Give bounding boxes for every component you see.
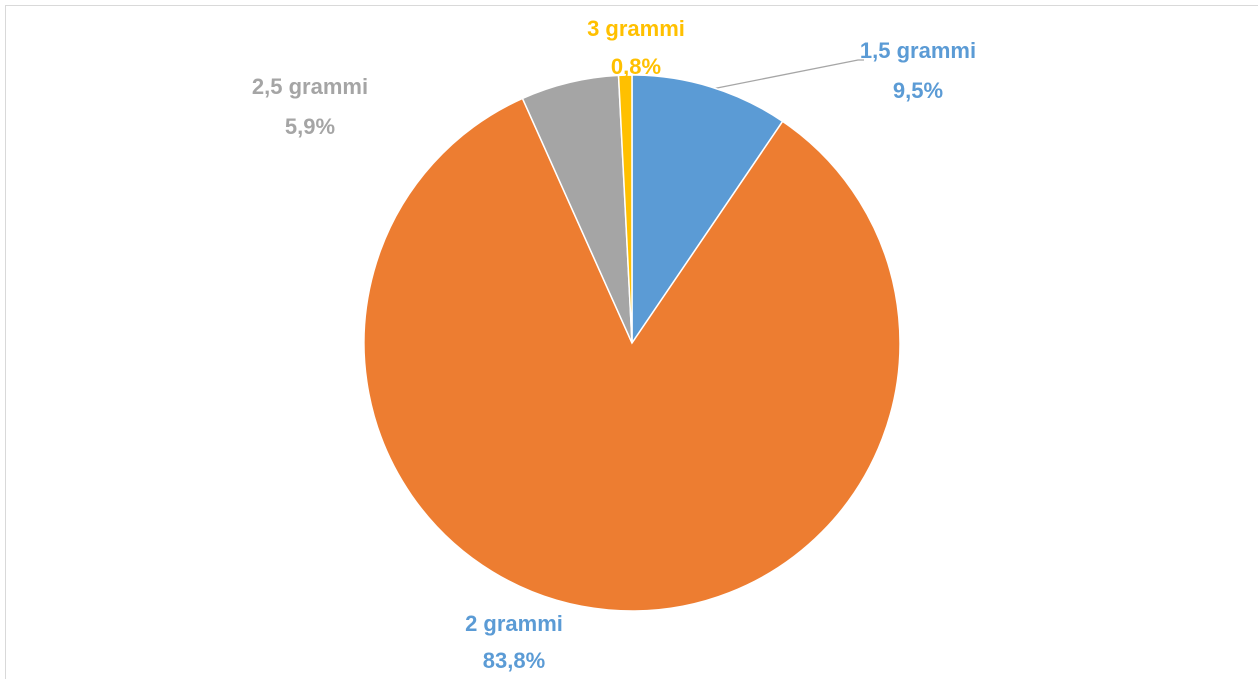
slice-label: 1,5 grammi (860, 38, 976, 63)
slice-value-label: 83,8% (483, 648, 545, 673)
slice-value-label: 0,8% (611, 54, 661, 79)
pie-slice (631, 74, 784, 346)
slice-value-label: 9,5% (893, 78, 943, 103)
leader-line (711, 59, 864, 90)
slice-label: 2 grammi (465, 611, 563, 636)
slice-label: 3 grammi (587, 16, 685, 41)
slice-value-label: 5,9% (285, 114, 335, 139)
slice-label: 2,5 grammi (252, 74, 368, 99)
pie-slice (363, 97, 901, 612)
pie-slice (617, 74, 633, 344)
